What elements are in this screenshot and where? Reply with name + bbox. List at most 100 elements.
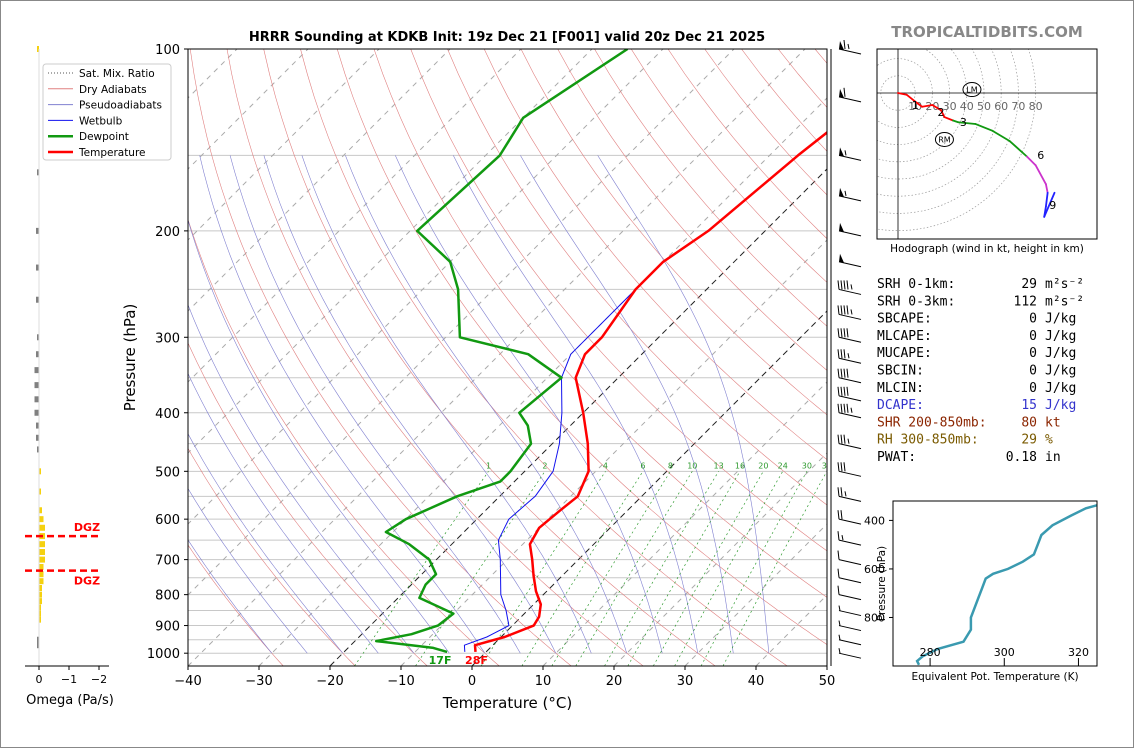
barb-flag xyxy=(846,386,849,396)
barb-half xyxy=(838,648,841,654)
hodo-ring-label: 70 xyxy=(1011,100,1025,113)
barb-flag xyxy=(843,368,846,378)
barb-flag xyxy=(837,328,840,338)
wind-barb xyxy=(837,368,862,384)
barb-flag xyxy=(840,462,843,472)
mix-ratio-label: 4 xyxy=(603,461,608,470)
index-value: 112 xyxy=(1014,294,1037,309)
barb-half xyxy=(844,150,847,156)
y-axis-label: Pressure (hPa) xyxy=(121,304,139,412)
index-row: MLCAPE: 0 J/kg xyxy=(877,329,1076,344)
barb-half xyxy=(838,634,841,640)
theta-frame xyxy=(892,500,1098,667)
barb-half xyxy=(847,353,850,359)
omega-bar xyxy=(39,604,41,611)
index-value: 29 xyxy=(1021,433,1037,448)
theta-y-axis-label: Pressure (hPa) xyxy=(876,546,888,621)
hodo-motion-marker xyxy=(962,82,982,98)
barb-flag xyxy=(837,368,840,378)
x-tick-label: 20 xyxy=(606,674,623,689)
x-tick-label: −10 xyxy=(387,674,414,689)
barb-flag xyxy=(846,403,849,413)
omega-bar xyxy=(34,382,39,389)
pseudoadiabat xyxy=(395,155,663,654)
dry-adiabat xyxy=(188,447,356,666)
hodo-caption: Hodograph (wind in kt, height in km) xyxy=(890,243,1084,255)
theta-x-tick-label: 280 xyxy=(920,646,941,659)
wind-barb xyxy=(838,147,862,161)
omega-bar xyxy=(39,548,45,555)
dry-adiabat xyxy=(447,49,827,506)
hodo-segment xyxy=(1045,183,1049,194)
omega-bar xyxy=(39,516,44,523)
hodo-segment xyxy=(991,129,1011,143)
omega-axis-label: Omega (Pa/s) xyxy=(26,693,114,708)
omega-bar xyxy=(36,422,39,429)
barb-pennant xyxy=(839,253,844,263)
indices-table: SRH 0-1km: 29 m²s⁻² SRH 0-3km: 112 m²s⁻² SBCAP… xyxy=(877,277,1084,465)
index-value: 0 xyxy=(1029,364,1037,379)
wind-barb xyxy=(837,434,862,450)
theta-e-panel: 400 600 800 280 300 320 Equivalent Pot. Temper… xyxy=(864,500,1098,683)
mix-ratio-line xyxy=(480,471,606,666)
barb-flag xyxy=(846,305,849,315)
skewt-plot-area: 1 2 4 6 8 10 13 16 20 24 30 36 xyxy=(188,49,827,666)
barb-half xyxy=(847,438,850,444)
y-tick-label: 400 xyxy=(155,407,180,422)
hodo-frame xyxy=(876,48,1098,240)
hodo-height-label: 3 xyxy=(960,116,967,129)
pseudoadiabat xyxy=(188,219,450,654)
hodo-segment xyxy=(921,104,934,108)
wetbulb-line xyxy=(463,131,827,652)
pseudoadiabat xyxy=(520,155,734,654)
barb-staff xyxy=(838,313,862,320)
legend-label: Wetbulb xyxy=(79,115,123,127)
omega-panel: DGZ DGZ 0 −1 −2 Omega (Pa/s) xyxy=(25,46,114,708)
hodo-ring-label: 40 xyxy=(960,100,974,113)
index-unit: J/kg xyxy=(1045,312,1076,327)
isotherm xyxy=(329,168,827,666)
wind-barb xyxy=(838,187,862,202)
barb-flag xyxy=(843,386,846,396)
barb-staff xyxy=(838,195,862,202)
hodo-ring-label: 60 xyxy=(994,100,1008,113)
barb-flag xyxy=(843,462,846,472)
mix-ratio-line xyxy=(415,471,546,666)
barb-flag xyxy=(840,386,843,396)
hodo-segment xyxy=(914,100,923,108)
hodo-ring-label: 30 xyxy=(943,100,957,113)
theta-x-axis-label: Equivalent Pot. Temperature (K) xyxy=(911,671,1078,683)
barb-flag xyxy=(840,305,843,315)
barb-flag xyxy=(840,280,843,290)
omega-bar xyxy=(39,616,41,623)
hodo-height-label: 2 xyxy=(938,106,945,119)
dry-adiabat xyxy=(226,49,644,666)
mix-ratio-label: 24 xyxy=(778,461,788,470)
barb-flag xyxy=(840,487,843,497)
hodo-segment xyxy=(1045,191,1049,208)
dry-adiabat xyxy=(300,49,788,666)
index-label: RH 300-850mb: xyxy=(877,433,979,448)
omega-bar xyxy=(39,578,44,585)
x-tick-label: 40 xyxy=(748,674,765,689)
isotherm xyxy=(188,49,735,596)
mix-ratio-label: 2 xyxy=(542,461,547,470)
index-unit: J/kg xyxy=(1045,364,1076,379)
index-value: 0 xyxy=(1029,381,1037,396)
index-unit: J/kg xyxy=(1045,398,1076,413)
dry-adiabat xyxy=(189,49,572,666)
skewt-frame xyxy=(187,48,828,667)
barb-staff xyxy=(838,96,862,103)
omega-bar xyxy=(39,541,45,548)
index-unit: in xyxy=(1045,450,1061,465)
omega-tick-label: −2 xyxy=(91,673,107,686)
index-unit: kt xyxy=(1045,415,1061,430)
barb-flag xyxy=(843,39,846,50)
wind-barb xyxy=(838,648,862,659)
barb-flag xyxy=(837,510,840,520)
y-tick-label: 900 xyxy=(155,620,180,635)
pseudoadiabat xyxy=(188,372,379,654)
dry-adiabat xyxy=(594,49,827,327)
barb-flag xyxy=(840,368,843,378)
